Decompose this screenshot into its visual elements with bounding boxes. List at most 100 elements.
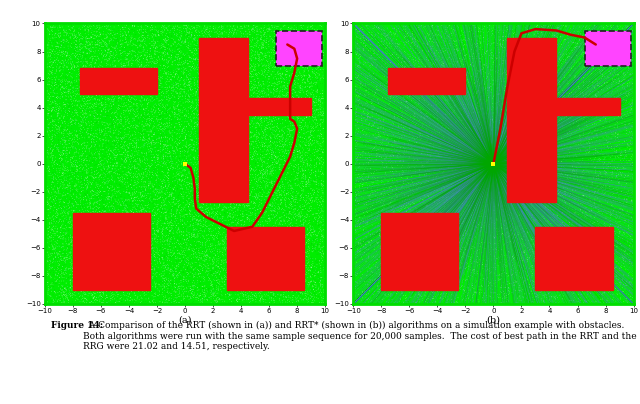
Point — [67, 42, 77, 49]
Point — [445, 167, 455, 173]
Point — [70, 182, 81, 189]
Point — [223, 240, 233, 246]
Point — [573, 76, 584, 82]
Point — [518, 110, 529, 116]
Point — [497, 213, 507, 220]
Point — [583, 128, 593, 135]
Point — [303, 123, 313, 129]
Point — [509, 82, 520, 88]
Point — [525, 63, 536, 69]
Point — [582, 26, 592, 33]
Point — [51, 194, 61, 201]
Point — [614, 215, 625, 221]
Point — [301, 172, 311, 179]
Point — [227, 192, 237, 198]
Point — [47, 103, 58, 109]
Point — [462, 37, 472, 44]
Point — [600, 190, 610, 197]
Point — [316, 234, 326, 240]
Point — [205, 243, 216, 249]
Point — [232, 59, 243, 65]
Point — [109, 71, 120, 77]
Point — [159, 120, 170, 127]
Point — [319, 50, 329, 56]
Point — [56, 41, 66, 48]
Point — [60, 177, 70, 183]
Point — [144, 122, 154, 128]
Point — [110, 277, 120, 284]
Point — [229, 36, 239, 42]
Point — [280, 175, 291, 181]
Point — [180, 135, 190, 142]
Point — [602, 139, 612, 146]
Point — [131, 286, 141, 293]
Point — [128, 246, 138, 252]
Point — [411, 54, 421, 61]
Point — [90, 31, 100, 37]
Point — [131, 234, 141, 240]
Point — [143, 89, 154, 95]
Point — [281, 59, 291, 66]
Point — [472, 289, 482, 295]
Point — [244, 120, 255, 127]
Point — [508, 161, 518, 168]
Point — [76, 47, 86, 54]
Point — [363, 176, 373, 183]
Point — [170, 209, 180, 216]
Point — [436, 35, 447, 42]
Point — [420, 150, 430, 156]
Point — [70, 185, 81, 192]
Point — [618, 163, 628, 169]
Point — [390, 248, 400, 255]
Point — [372, 122, 383, 128]
Point — [308, 108, 319, 114]
Point — [408, 95, 418, 102]
Point — [609, 163, 619, 169]
Point — [261, 164, 271, 170]
Point — [433, 226, 443, 232]
Point — [477, 277, 488, 284]
Point — [213, 64, 223, 71]
Point — [381, 66, 392, 72]
Point — [468, 128, 478, 134]
Point — [120, 117, 131, 123]
Point — [621, 97, 631, 104]
Point — [367, 276, 377, 282]
Point — [467, 83, 477, 89]
Point — [467, 239, 477, 245]
Point — [498, 185, 508, 191]
Point — [562, 90, 572, 97]
Point — [563, 49, 573, 56]
Point — [156, 24, 166, 31]
Point — [559, 184, 569, 191]
Point — [483, 169, 493, 176]
Point — [64, 110, 74, 116]
Point — [143, 202, 154, 208]
Point — [220, 191, 230, 198]
Point — [141, 105, 151, 112]
Point — [287, 284, 298, 290]
Point — [541, 63, 552, 70]
Point — [95, 286, 105, 292]
Point — [600, 259, 610, 265]
Point — [77, 74, 87, 80]
Point — [232, 179, 242, 185]
Point — [290, 81, 300, 88]
Point — [303, 154, 314, 160]
Point — [126, 202, 136, 208]
Point — [72, 59, 83, 66]
Point — [577, 288, 588, 295]
Point — [181, 22, 191, 28]
Point — [295, 95, 305, 102]
Point — [275, 218, 285, 224]
Point — [317, 161, 328, 168]
Point — [364, 97, 374, 103]
Point — [130, 194, 140, 200]
Point — [233, 38, 243, 44]
Point — [141, 242, 152, 249]
Point — [70, 229, 80, 236]
Point — [399, 79, 409, 86]
Point — [403, 89, 413, 96]
Point — [42, 56, 52, 62]
Point — [285, 294, 295, 300]
